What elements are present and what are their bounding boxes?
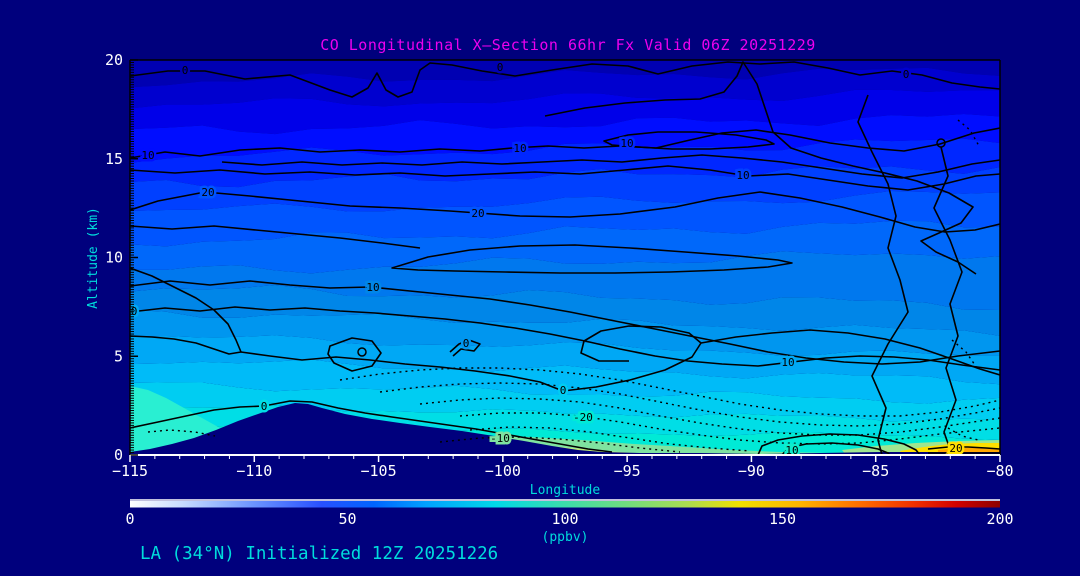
contour-line	[240, 325, 702, 392]
y-tick-label: 0	[114, 446, 123, 464]
contour-lines-layer	[130, 61, 1000, 455]
contour-line	[130, 191, 1000, 233]
contour-line	[130, 61, 1000, 98]
contour-line	[700, 329, 1000, 376]
axes-frame	[129, 59, 1001, 462]
colorbar-tick-label: 0	[125, 510, 134, 528]
y-tick-label: 15	[105, 150, 123, 168]
contour-label: 10	[141, 149, 154, 162]
contour-label: 0	[560, 384, 567, 397]
x-tick-label: −115	[112, 462, 148, 480]
contour-label: 10	[785, 444, 798, 457]
contour-line	[391, 244, 793, 274]
contour-label: 0	[261, 400, 268, 413]
contour-line-negative	[469, 426, 751, 452]
fill-band	[130, 190, 1000, 247]
contour-line	[130, 165, 1000, 191]
contour-line	[130, 306, 1000, 371]
contour-line	[927, 446, 1000, 450]
contour-circle-mark	[357, 347, 367, 357]
x-axis-title: Longitude	[530, 483, 601, 498]
contour-line	[449, 339, 481, 357]
contour-line	[933, 146, 963, 455]
x-tick-label: −85	[862, 462, 889, 480]
contour-line	[130, 280, 1000, 365]
fill-band	[130, 359, 1000, 404]
contour-line	[603, 131, 775, 150]
chart-title: CO Longitudinal X—Section 66hr Fx Valid …	[320, 36, 816, 54]
contour-label: 20	[471, 207, 484, 220]
contour-line-negative	[439, 436, 681, 453]
contour-label: 20	[949, 442, 962, 455]
colorbar-tick-label: 200	[986, 510, 1013, 528]
contour-line-negative	[951, 339, 978, 369]
fill-band	[130, 220, 1000, 274]
contour-label: 0	[903, 68, 910, 81]
colorbar-tick-label: 150	[769, 510, 796, 528]
contour-circle-mark	[936, 138, 946, 148]
colorbar-units-label: (ppbv)	[542, 530, 589, 545]
contour-label: -10	[490, 432, 510, 445]
fill-band	[130, 309, 1000, 356]
fill-band	[130, 251, 1000, 311]
x-tick-label: −110	[236, 462, 272, 480]
contour-label: 10	[513, 142, 526, 155]
fill-band	[130, 60, 1000, 88]
contour-line	[544, 61, 977, 275]
contour-label: 10	[620, 137, 633, 150]
contour-line	[781, 442, 891, 455]
contour-label: 10	[736, 169, 749, 182]
contour-label: 0	[463, 337, 470, 350]
x-tick-label: −105	[361, 462, 397, 480]
contour-line	[130, 225, 421, 249]
contour-label: -20	[573, 411, 593, 424]
y-axis-title: Altitude (km)	[86, 207, 101, 309]
colorbar-tick-label: 100	[551, 510, 578, 528]
contour-line	[130, 267, 242, 355]
contour-line	[130, 127, 1000, 159]
fill-band	[130, 335, 1000, 385]
contour-label: 10	[781, 356, 794, 369]
contour-label: 0	[497, 61, 504, 74]
contour-label: 0	[182, 64, 189, 77]
terrain-silhouette	[130, 403, 1000, 455]
x-tick-label: −80	[986, 462, 1013, 480]
contour-line-negative	[339, 367, 1000, 417]
contour-line-negative	[419, 397, 1000, 436]
contour-line	[327, 337, 382, 372]
contour-label: 10	[366, 281, 379, 294]
x-tick-label: −95	[614, 462, 641, 480]
contour-line	[857, 94, 909, 455]
y-tick-label: 10	[105, 249, 123, 267]
x-tick-label: −90	[738, 462, 765, 480]
fill-band	[130, 67, 1000, 109]
fill-band	[130, 382, 1000, 422]
run-info-text: LA (34°N) Initialized 12Z 20251226	[140, 544, 498, 564]
contour-line	[221, 154, 1000, 179]
y-tick-label: 5	[114, 347, 123, 365]
x-tick-label: −100	[485, 462, 521, 480]
colorbar	[130, 499, 1000, 508]
colorbar-gradient	[130, 501, 1000, 508]
contour-label: 20	[201, 186, 214, 199]
fill-band	[130, 166, 1000, 212]
colorbar-tick-label: 50	[338, 510, 356, 528]
contour-line	[130, 400, 613, 453]
y-tick-label: 20	[105, 51, 123, 69]
